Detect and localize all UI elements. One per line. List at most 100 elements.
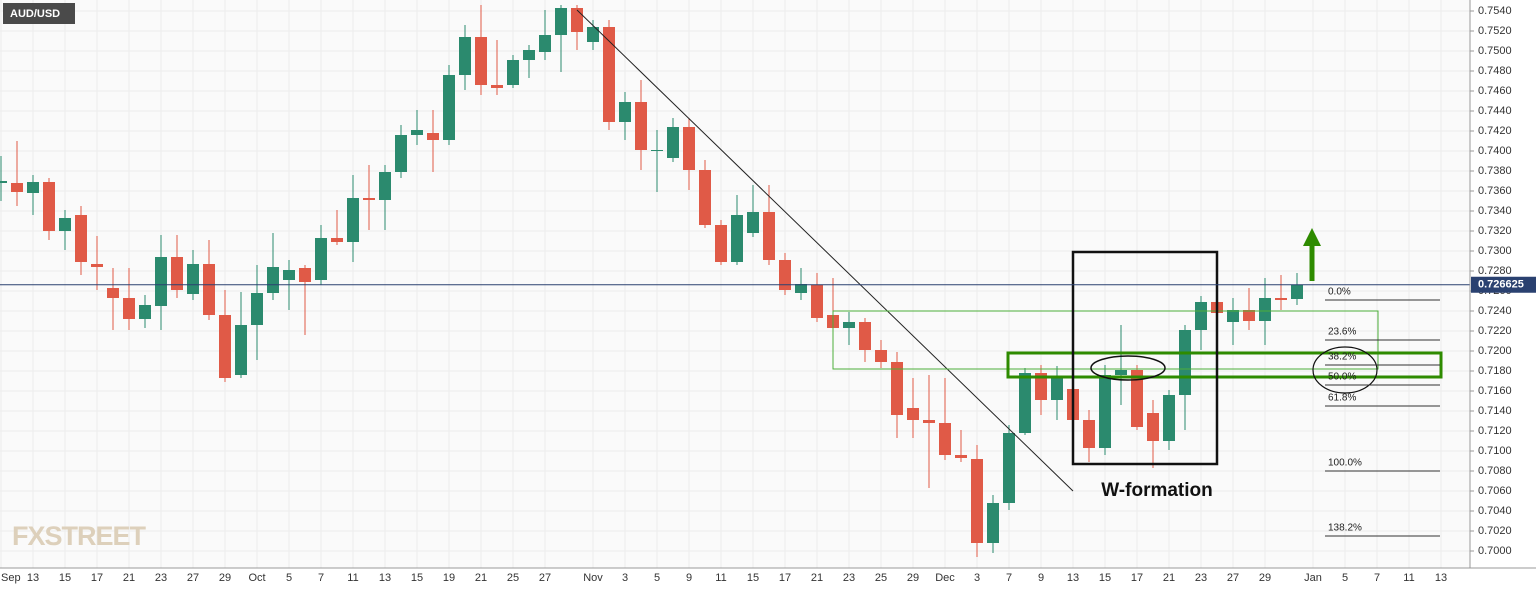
x-tick-label: 21 [123, 572, 135, 584]
candle-body [843, 322, 855, 328]
x-tick-label: 15 [1099, 572, 1111, 584]
candle-body [1195, 302, 1207, 330]
plot-background [0, 0, 1470, 568]
candle-body [27, 182, 39, 193]
candle-body [555, 8, 567, 35]
x-tick-label: 23 [155, 572, 167, 584]
candle-body [459, 37, 471, 75]
x-tick-label: Dec [935, 572, 955, 584]
symbol-box [3, 3, 75, 24]
y-tick-label: 0.7180 [1478, 365, 1512, 377]
candle-body [1051, 376, 1063, 400]
candle-body [75, 215, 87, 262]
candle-body [187, 264, 199, 294]
candle-body [299, 268, 311, 282]
candle-body [59, 218, 71, 231]
candle-body [1163, 395, 1175, 441]
candle-body [219, 315, 231, 378]
fib-label: 61.8% [1328, 393, 1356, 404]
candle-body [699, 170, 711, 225]
candle-body [763, 212, 775, 260]
fib-label: 50.0% [1328, 372, 1356, 383]
candle-body [811, 285, 823, 318]
candle-body [1275, 298, 1287, 300]
x-tick-label: 29 [907, 572, 919, 584]
candle-body [331, 238, 343, 242]
x-tick-label: 7 [1006, 572, 1012, 584]
candle-body [619, 102, 631, 122]
x-tick-label: Sep [1, 572, 21, 584]
x-tick-label: 27 [539, 572, 551, 584]
x-tick-label: 9 [1038, 572, 1044, 584]
candle-body [1147, 413, 1159, 441]
x-tick-label: 17 [779, 572, 791, 584]
x-tick-label: 13 [27, 572, 39, 584]
candle-body [347, 198, 359, 242]
x-tick-label: 15 [59, 572, 71, 584]
candle-body [315, 238, 327, 280]
y-tick-label: 0.7400 [1478, 145, 1512, 157]
x-tick-label: 11 [715, 572, 726, 584]
candle-body [667, 127, 679, 158]
y-tick-label: 0.7120 [1478, 425, 1512, 437]
candle-body [1115, 370, 1127, 375]
last-price-box [1471, 276, 1536, 293]
candle-body [603, 27, 615, 122]
x-tick-label: 21 [811, 572, 823, 584]
candle-body [891, 362, 903, 415]
fib-label: 38.2% [1328, 352, 1356, 363]
candle-body [395, 135, 407, 172]
candle-body [955, 455, 967, 458]
candle-body [1291, 285, 1303, 299]
x-tick-label: 11 [1403, 572, 1414, 584]
x-tick-label: 13 [1067, 572, 1079, 584]
trend-line [576, 9, 1074, 492]
y-tick-label: 0.7060 [1478, 485, 1512, 497]
y-tick-label: 0.7140 [1478, 405, 1512, 417]
candle-body [1179, 330, 1191, 395]
y-tick-label: 0.7320 [1478, 225, 1512, 237]
x-tick-label: 23 [1195, 572, 1207, 584]
y-tick-label: 0.7200 [1478, 345, 1512, 357]
x-tick-label: 15 [411, 572, 423, 584]
candle-body [1131, 370, 1143, 427]
x-tick-label: 7 [1374, 572, 1380, 584]
y-tick-label: 0.7240 [1478, 305, 1512, 317]
x-tick-label: 3 [622, 572, 628, 584]
last-price-label: 0.726625 [1478, 279, 1524, 291]
candle-body [1035, 373, 1047, 400]
y-tick-label: 0.7360 [1478, 185, 1512, 197]
candle-body [411, 130, 423, 135]
candle-body [859, 322, 871, 350]
y-tick-label: 0.7460 [1478, 85, 1512, 97]
x-tick-label: 19 [443, 572, 455, 584]
candle-body [683, 127, 695, 170]
fib-label: 0.0% [1328, 287, 1351, 298]
candle-body [267, 267, 279, 293]
x-tick-label: 25 [875, 572, 887, 584]
candle-body [651, 150, 663, 151]
x-tick-label: 5 [654, 572, 660, 584]
candle-body [91, 264, 103, 267]
arrow-head [1303, 228, 1321, 246]
candle-body [523, 50, 535, 60]
candle-body [155, 257, 167, 306]
zone-box-bold [1006, 351, 1443, 379]
w-box [1071, 250, 1219, 466]
y-tick-label: 0.7280 [1478, 265, 1512, 277]
candle-body [795, 284, 807, 293]
candle-body [939, 423, 951, 455]
candle-body [491, 85, 503, 88]
x-tick-label: Oct [248, 572, 265, 584]
candle-body [715, 225, 727, 262]
candle-body [923, 420, 935, 423]
candle-body [203, 264, 215, 315]
x-tick-label: 21 [475, 572, 487, 584]
candle-body [171, 257, 183, 290]
candle-body [1243, 310, 1255, 321]
y-tick-label: 0.7220 [1478, 325, 1512, 337]
fib-label: 138.2% [1328, 523, 1362, 534]
candle-body [907, 408, 919, 420]
x-tick-label: 29 [219, 572, 231, 584]
